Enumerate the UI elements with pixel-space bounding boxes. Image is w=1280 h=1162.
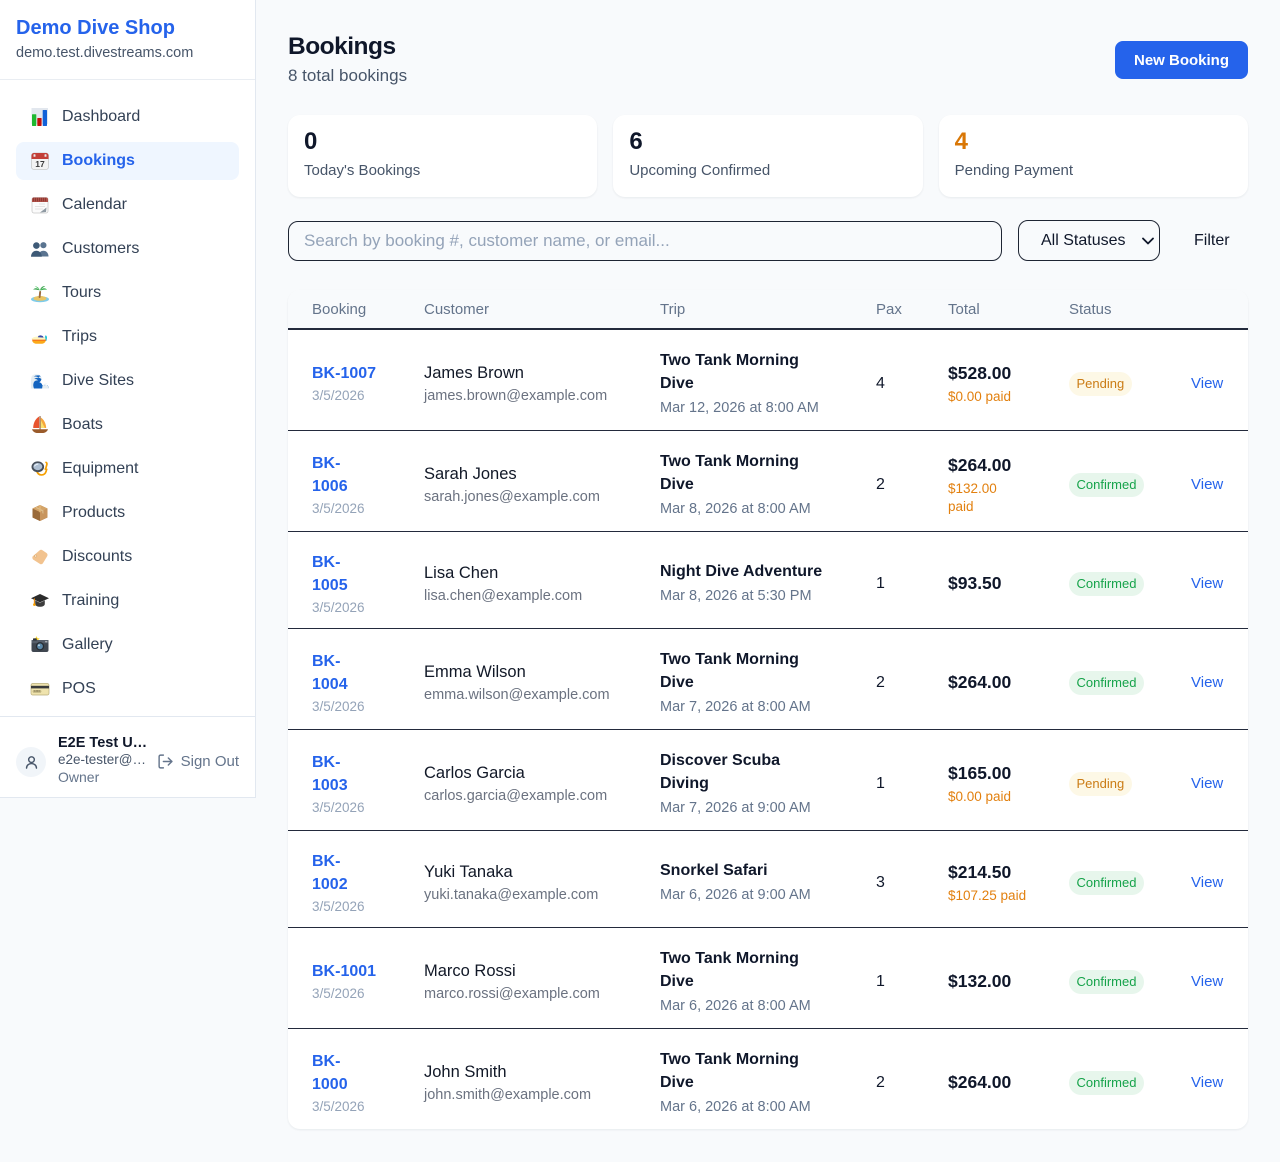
svg-text:1234: 1234 xyxy=(34,689,40,693)
svg-text:17: 17 xyxy=(35,159,45,169)
